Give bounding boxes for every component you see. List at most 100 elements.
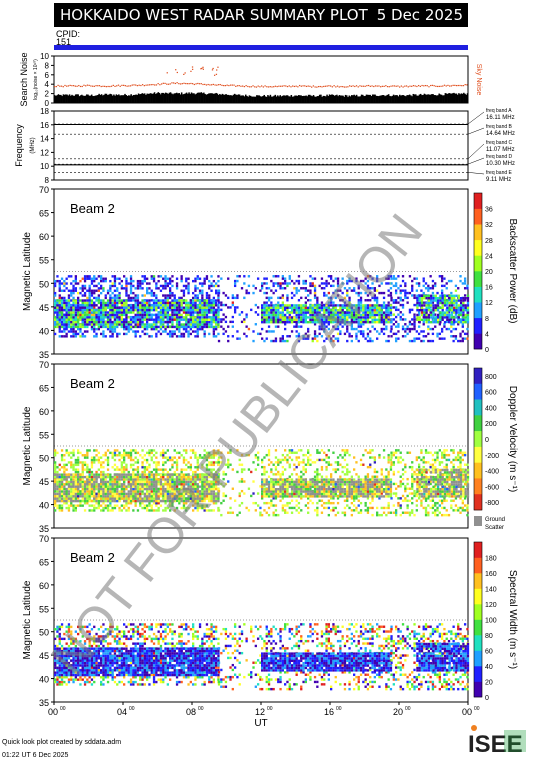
heatmap-cell bbox=[187, 308, 190, 312]
heatmap-cell bbox=[215, 313, 218, 317]
heatmap-cell bbox=[332, 301, 335, 304]
sky-noise-point bbox=[319, 85, 321, 88]
heatmap-cell bbox=[457, 287, 460, 290]
heatmap-cell bbox=[423, 311, 426, 314]
heatmap-cell bbox=[215, 301, 218, 305]
heatmap-cell bbox=[54, 463, 57, 467]
heatmap-cell bbox=[136, 303, 140, 307]
heatmap-cell bbox=[217, 316, 220, 319]
heatmap-cell bbox=[382, 291, 386, 295]
search-noise-bar bbox=[453, 92, 455, 103]
search-noise-bar bbox=[368, 94, 370, 103]
heatmap-cell bbox=[462, 309, 465, 312]
heatmap-cell bbox=[267, 325, 271, 328]
heatmap-cell bbox=[74, 485, 77, 488]
heatmap-cell bbox=[215, 311, 218, 314]
heatmap-cell bbox=[192, 470, 195, 474]
heatmap-cell bbox=[450, 321, 454, 324]
search-noise-bar bbox=[410, 95, 412, 103]
heatmap-cell bbox=[261, 304, 264, 307]
heatmap-cell bbox=[77, 473, 80, 476]
heatmap-cell bbox=[313, 316, 317, 319]
heatmap-cell bbox=[79, 299, 82, 302]
heatmap-cell bbox=[215, 308, 218, 312]
heatmap-cell bbox=[373, 304, 376, 307]
heatmap-cell bbox=[304, 313, 307, 317]
heatmap-cell bbox=[90, 466, 94, 469]
heatmap-cell bbox=[185, 323, 188, 326]
heatmap-cell bbox=[60, 296, 64, 300]
search-noise-bar bbox=[374, 94, 376, 103]
heatmap-cell bbox=[341, 304, 344, 307]
heatmap-cell bbox=[120, 279, 123, 283]
heatmap-cell bbox=[180, 275, 183, 278]
heatmap-cell bbox=[173, 470, 176, 474]
heatmap-cell bbox=[63, 470, 66, 474]
sky-noise-point bbox=[226, 84, 228, 86]
heatmap-cell bbox=[373, 289, 376, 292]
heatmap-cell bbox=[313, 287, 317, 290]
heatmap-cell bbox=[295, 306, 298, 309]
noise-ylabel: Search Noise bbox=[19, 52, 29, 106]
heatmap-cell bbox=[141, 308, 144, 312]
heatmap-cell bbox=[323, 306, 326, 309]
heatmap-cell bbox=[302, 321, 305, 324]
heatmap-cell bbox=[118, 468, 121, 471]
heatmap-cell bbox=[111, 275, 114, 278]
heatmap-cell bbox=[132, 449, 135, 452]
heatmap-cell bbox=[288, 318, 291, 321]
heatmap-cell bbox=[401, 289, 405, 292]
heatmap-cell bbox=[281, 282, 284, 285]
heatmap-cell bbox=[208, 306, 211, 309]
heatmap-cell bbox=[284, 318, 287, 321]
heatmap-cell bbox=[157, 320, 160, 324]
heatmap-cell bbox=[63, 316, 66, 319]
heatmap-cell bbox=[387, 309, 390, 312]
heatmap-cell bbox=[88, 318, 91, 321]
heatmap-cell bbox=[267, 318, 271, 321]
heatmap-cell bbox=[334, 320, 337, 324]
heatmap-cell bbox=[300, 320, 303, 324]
heatmap-cell bbox=[171, 275, 174, 278]
heatmap-cell bbox=[288, 321, 291, 324]
sky-noise-point bbox=[157, 83, 159, 85]
heatmap-cell bbox=[217, 289, 221, 292]
heatmap-cell bbox=[90, 504, 94, 507]
heatmap-cell bbox=[217, 279, 220, 283]
heatmap-cell bbox=[263, 311, 266, 314]
heatmap-cell bbox=[132, 509, 135, 512]
search-noise-bar bbox=[423, 93, 426, 103]
heatmap-cell bbox=[350, 304, 353, 307]
heatmap-cell bbox=[450, 306, 454, 309]
heatmap-cell bbox=[74, 475, 77, 479]
heatmap-cell bbox=[203, 330, 206, 333]
heatmap-cell bbox=[97, 318, 100, 321]
heatmap-cell bbox=[205, 323, 209, 326]
heatmap-cell bbox=[302, 316, 305, 319]
heatmap-cell bbox=[111, 330, 114, 333]
heatmap-cell bbox=[63, 492, 66, 496]
heatmap-cell bbox=[67, 294, 71, 297]
heatmap-cell bbox=[210, 275, 213, 278]
heatmap-cell bbox=[385, 306, 388, 309]
heatmap-cell bbox=[83, 325, 87, 329]
sky-noise-point bbox=[271, 86, 273, 88]
heatmap-cell bbox=[111, 306, 114, 309]
heatmap-cell bbox=[286, 316, 289, 319]
search-noise-bar bbox=[272, 96, 274, 103]
sky-noise-point bbox=[119, 85, 121, 87]
heatmap-cell bbox=[159, 313, 163, 317]
heatmap-cell bbox=[220, 303, 223, 307]
heatmap-cell bbox=[297, 306, 301, 309]
heatmap-cell bbox=[81, 480, 84, 484]
heatmap-cell bbox=[357, 301, 360, 304]
heatmap-cell bbox=[136, 306, 140, 309]
heatmap-cell bbox=[341, 309, 344, 312]
heatmap-cell bbox=[203, 299, 206, 302]
heatmap-cell bbox=[420, 330, 423, 333]
heatmap-cell bbox=[182, 299, 186, 302]
heatmap-cell bbox=[408, 330, 412, 333]
heatmap-cell bbox=[72, 495, 75, 498]
heatmap-cell bbox=[120, 454, 123, 457]
sky-noise-point bbox=[352, 85, 354, 87]
